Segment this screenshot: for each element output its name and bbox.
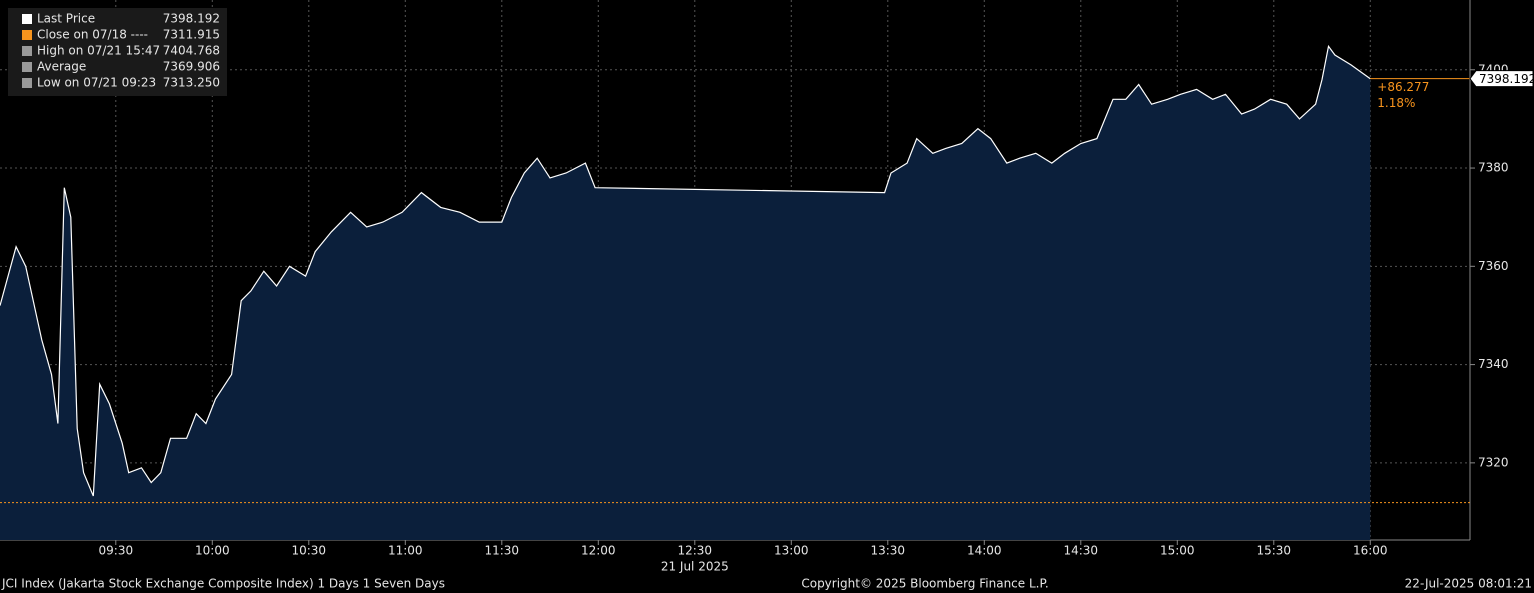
legend-swatch [22, 46, 32, 56]
x-tick-label: 16:00 [1353, 544, 1388, 558]
legend-value: 7404.768 [163, 44, 220, 58]
legend-label: Average [37, 60, 86, 74]
legend-label: Close on 07/18 ---- [37, 28, 148, 42]
y-tick-label: 7360 [1478, 259, 1509, 273]
x-tick-label: 11:30 [484, 544, 519, 558]
x-tick-label: 10:00 [195, 544, 230, 558]
x-tick-label: 15:00 [1160, 544, 1195, 558]
legend-value: 7311.915 [163, 28, 220, 42]
x-tick-label: 12:00 [581, 544, 616, 558]
x-tick-label: 15:30 [1256, 544, 1291, 558]
y-tick-label: 7320 [1478, 455, 1509, 469]
x-tick-label: 11:00 [388, 544, 423, 558]
legend-swatch [22, 62, 32, 72]
change-pct-label: 1.18% [1377, 96, 1415, 110]
y-tick-label: 7340 [1478, 357, 1509, 371]
change-label: +86.277 [1377, 80, 1429, 94]
footer-center: Copyright© 2025 Bloomberg Finance L.P. [801, 577, 1048, 591]
last-price-tag-label: 7398.192 [1479, 72, 1534, 86]
x-tick-label: 13:30 [870, 544, 905, 558]
last-price-tag [1469, 70, 1534, 88]
y-tick-label: 7380 [1478, 161, 1509, 175]
area-fill [0, 46, 1371, 541]
x-tick-label: 09:30 [99, 544, 134, 558]
x-tick-label: 14:30 [1063, 544, 1098, 558]
x-tick-label: 12:30 [677, 544, 712, 558]
x-tick-label: 13:00 [774, 544, 809, 558]
date-label: 21 Jul 2025 [661, 560, 729, 574]
legend-label: High on 07/21 15:47 [37, 44, 160, 58]
price-line [0, 44, 1371, 497]
legend-label: Low on 07/21 09:23 [37, 76, 156, 90]
legend-value: 7369.906 [163, 60, 220, 74]
legend-value: 7313.250 [163, 76, 220, 90]
legend-swatch [22, 78, 32, 88]
x-tick-label: 10:30 [291, 544, 326, 558]
legend-value: 7398.192 [163, 12, 220, 26]
legend-box [8, 8, 227, 96]
x-tick-label: 14:00 [967, 544, 1002, 558]
footer-left: JCI Index (Jakarta Stock Exchange Compos… [1, 577, 445, 591]
legend-swatch [22, 14, 32, 24]
legend-swatch [22, 30, 32, 40]
footer-right: 22-Jul-2025 08:01:21 [1405, 577, 1532, 591]
legend-label: Last Price [37, 12, 95, 26]
